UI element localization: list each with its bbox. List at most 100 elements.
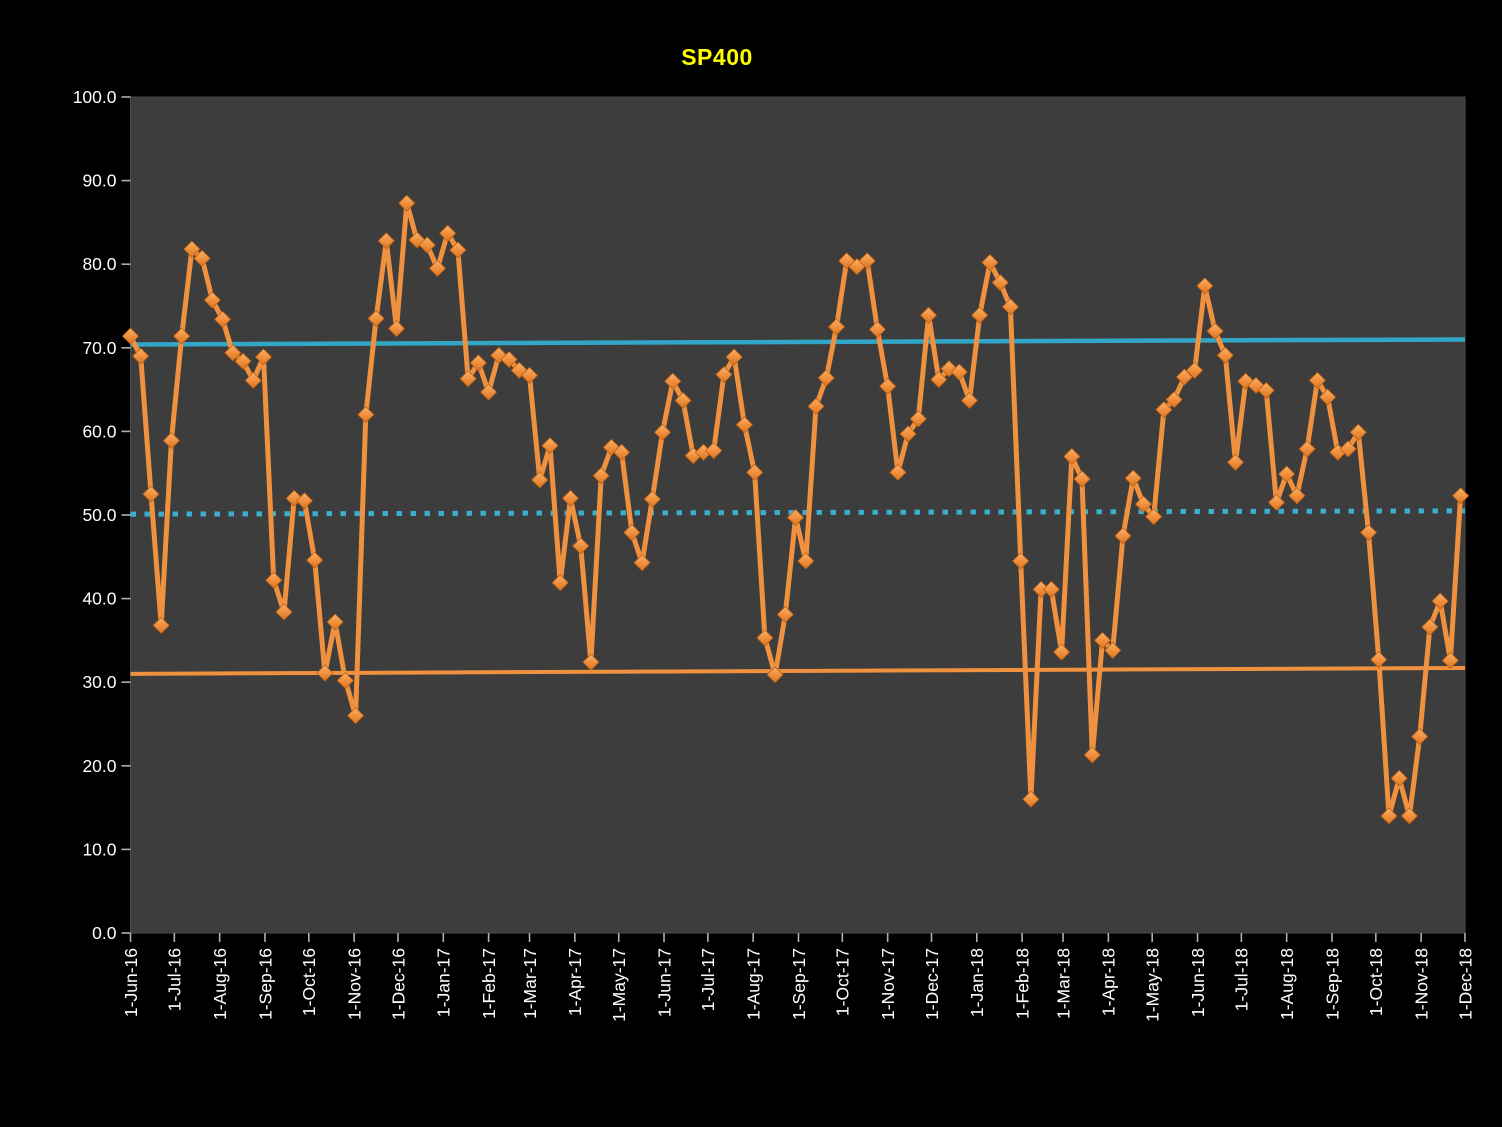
x-tick-label: 1-Jun-16 — [121, 948, 141, 1017]
data-point-marker — [838, 252, 856, 270]
y-tick-label: 70.0 — [82, 338, 116, 358]
data-point-marker — [817, 369, 835, 387]
data-point-marker — [797, 552, 815, 570]
data-point-marker — [920, 306, 938, 324]
data-point-marker — [1288, 487, 1306, 505]
data-point-marker — [1063, 447, 1081, 466]
y-tick-label: 40.0 — [82, 589, 116, 609]
data-point-marker — [275, 603, 293, 621]
data-point-marker — [1370, 651, 1388, 669]
data-point-marker — [234, 352, 252, 370]
x-tick-label: 1-Dec-16 — [388, 948, 408, 1020]
x-tick-label: 1-Nov-18 — [1411, 948, 1431, 1020]
data-point-marker — [1298, 440, 1316, 458]
y-tick-label: 100.0 — [73, 87, 117, 107]
data-point-marker — [1155, 401, 1173, 419]
y-tick-label: 0.0 — [92, 923, 117, 943]
data-point-marker — [531, 471, 549, 489]
data-point-marker — [602, 438, 620, 456]
data-point-marker — [1196, 277, 1214, 295]
data-point-marker — [1145, 508, 1163, 526]
data-point-marker — [162, 432, 180, 450]
data-point-marker — [439, 224, 457, 242]
data-point-marker — [121, 327, 140, 345]
data-point-marker — [1083, 746, 1101, 764]
data-point-marker — [1308, 371, 1326, 389]
data-point-marker — [1319, 388, 1337, 406]
data-point-marker — [950, 363, 968, 381]
data-point-marker — [1380, 807, 1398, 825]
data-point-marker — [541, 437, 559, 455]
data-point-marker — [858, 252, 876, 270]
y-tick-label: 90.0 — [82, 171, 116, 191]
data-point-marker — [705, 442, 723, 460]
x-tick-label: 1-May-18 — [1143, 948, 1163, 1022]
data-point-marker — [500, 350, 518, 369]
data-point-marker — [449, 241, 467, 259]
x-tick-label: 1-Apr-18 — [1099, 948, 1119, 1016]
x-tick-label: 1-Feb-18 — [1012, 948, 1032, 1019]
data-point-marker — [971, 306, 989, 324]
data-point-marker — [551, 574, 569, 592]
data-point-marker — [1114, 527, 1132, 545]
x-tick-label: 1-Sep-17 — [789, 948, 809, 1020]
data-point-marker — [746, 463, 764, 481]
data-point-marker — [1441, 651, 1459, 670]
y-tick-label: 80.0 — [82, 254, 116, 274]
data-point-marker — [203, 291, 221, 309]
data-point-marker — [827, 318, 846, 336]
data-point-marker — [899, 425, 917, 443]
data-point-marker — [459, 370, 477, 388]
data-point-marker — [653, 423, 672, 441]
data-point-marker — [254, 348, 273, 366]
x-tick-label: 1-May-17 — [609, 948, 629, 1022]
x-tick-label: 1-Jul-18 — [1232, 948, 1252, 1011]
y-tick-label: 10.0 — [82, 839, 116, 859]
data-point-marker — [387, 320, 406, 338]
data-point-marker — [244, 371, 262, 389]
data-point-marker — [643, 490, 661, 508]
x-tick-label: 1-Aug-18 — [1277, 948, 1297, 1020]
data-point-marker — [1400, 807, 1419, 825]
data-point-marker — [428, 259, 447, 277]
data-point-marker — [1206, 322, 1224, 340]
x-tick-label: 1-Feb-17 — [479, 948, 499, 1019]
data-point-marker — [347, 707, 365, 725]
data-point-marker — [1339, 440, 1357, 458]
x-tick-label: 1-Jul-16 — [165, 948, 185, 1011]
x-tick-label: 1-Oct-17 — [833, 948, 853, 1016]
data-point-marker — [715, 365, 733, 384]
data-point-marker — [142, 485, 160, 503]
data-point-marker — [572, 537, 590, 555]
x-tick-label: 1-Sep-16 — [255, 948, 275, 1020]
data-point-marker — [336, 671, 354, 690]
data-point-marker — [613, 443, 631, 461]
data-point-marker — [1267, 493, 1286, 512]
x-tick-label: 1-Apr-17 — [565, 948, 585, 1016]
data-point-marker — [991, 274, 1009, 292]
data-point-marker — [1390, 769, 1408, 787]
data-point-marker — [879, 377, 897, 395]
data-point-marker — [418, 236, 436, 254]
data-point-marker — [981, 253, 999, 272]
data-point-marker — [868, 320, 886, 338]
x-tick-label: 1-Jun-18 — [1188, 948, 1208, 1017]
data-point-marker — [1349, 423, 1367, 441]
data-point-marker — [1022, 790, 1040, 808]
x-tick-label: 1-Aug-16 — [210, 948, 230, 1020]
data-point-marker — [1104, 641, 1122, 659]
data-point-marker — [1431, 592, 1449, 610]
x-tick-label: 1-Jan-18 — [967, 948, 987, 1017]
data-point-marker — [1053, 643, 1071, 661]
data-point-marker — [756, 629, 774, 647]
data-point-marker — [326, 613, 344, 631]
data-point-marker — [1134, 495, 1152, 513]
data-point-marker — [1216, 346, 1234, 364]
data-point-marker — [1093, 631, 1112, 649]
data-point-marker — [1012, 552, 1030, 570]
x-tick-label: 1-Jun-17 — [654, 948, 674, 1017]
data-point-marker — [1175, 368, 1193, 386]
x-tick-label: 1-Sep-18 — [1322, 948, 1342, 1020]
data-point-marker — [664, 372, 682, 390]
x-axis: 1-Jun-16 1-Jul-16 1-Aug-16 1-Sep-16 1-Oct-16… — [121, 933, 1475, 1022]
